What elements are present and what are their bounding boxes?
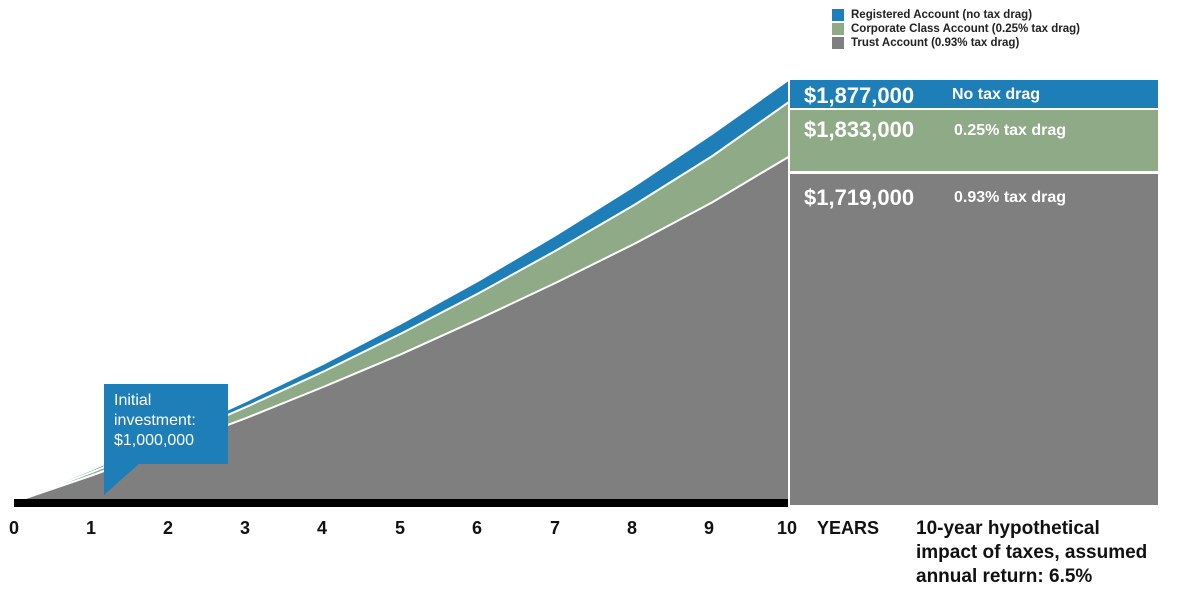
chart-caption: 10-year hypothetical impact of taxes, as… [916, 517, 1147, 589]
x-tick-label: 8 [626, 518, 638, 538]
caption-line-2: impact of taxes, assumed [916, 542, 1148, 563]
x-tick-label: 0 [8, 518, 20, 538]
callout-line-2: investment: [114, 412, 196, 429]
caption-line-3: annual return: 6.5% [916, 566, 1093, 587]
corporate-end-value: $1,833,000 [804, 117, 915, 142]
legend-label-corporate: Corporate Class Account (0.25% tax drag) [851, 23, 1080, 35]
x-tick-label: 9 [703, 518, 715, 538]
legend-swatch-corporate [832, 23, 844, 35]
registered-end-value: $1,877,000 [804, 83, 915, 108]
x-axis-label: YEARS [817, 518, 880, 538]
x-tick-label: 10 [776, 518, 798, 538]
x-tick-label: 1 [85, 518, 97, 538]
x-tick-label: 2 [162, 518, 174, 538]
trust-drag-label: 0.93% tax drag [954, 189, 1067, 206]
trust-end-panel: $1,719,000 0.93% tax drag [790, 174, 1158, 505]
x-tick-label: 6 [471, 518, 483, 538]
x-tick-label: 3 [239, 518, 251, 538]
x-tick-label: 4 [316, 518, 328, 538]
legend: Registered Account (no tax drag) Corpora… [832, 8, 1080, 50]
corporate-end-panel: $1,833,000 0.25% tax drag [790, 110, 1158, 171]
legend-label-trust: Trust Account (0.93% tax drag) [851, 37, 1020, 49]
corporate-drag-label: 0.25% tax drag [954, 122, 1067, 139]
trust-end-value: $1,719,000 [804, 185, 915, 210]
trust-area [14, 156, 790, 502]
registered-end-panel: $1,877,000 No tax drag [790, 80, 1158, 108]
legend-item-trust: Trust Account (0.93% tax drag) [832, 36, 1080, 50]
callout-line-1: Initial [114, 392, 152, 409]
registered-drag-label: No tax drag [952, 86, 1041, 103]
caption-line-1: 10-year hypothetical [916, 518, 1100, 539]
legend-label-registered: Registered Account (no tax drag) [851, 9, 1033, 21]
x-tick-label: 5 [394, 518, 406, 538]
legend-swatch-trust [832, 37, 844, 49]
legend-swatch-registered [832, 9, 844, 21]
x-axis-line [14, 499, 788, 507]
x-tick-label: 7 [549, 518, 561, 538]
callout-pointer [104, 463, 140, 495]
initial-investment-callout: Initial investment: $1,000,000 [104, 384, 228, 464]
legend-item-corporate: Corporate Class Account (0.25% tax drag) [832, 22, 1080, 36]
callout-line-3: $1,000,000 [114, 432, 195, 449]
legend-item-registered: Registered Account (no tax drag) [832, 8, 1080, 22]
